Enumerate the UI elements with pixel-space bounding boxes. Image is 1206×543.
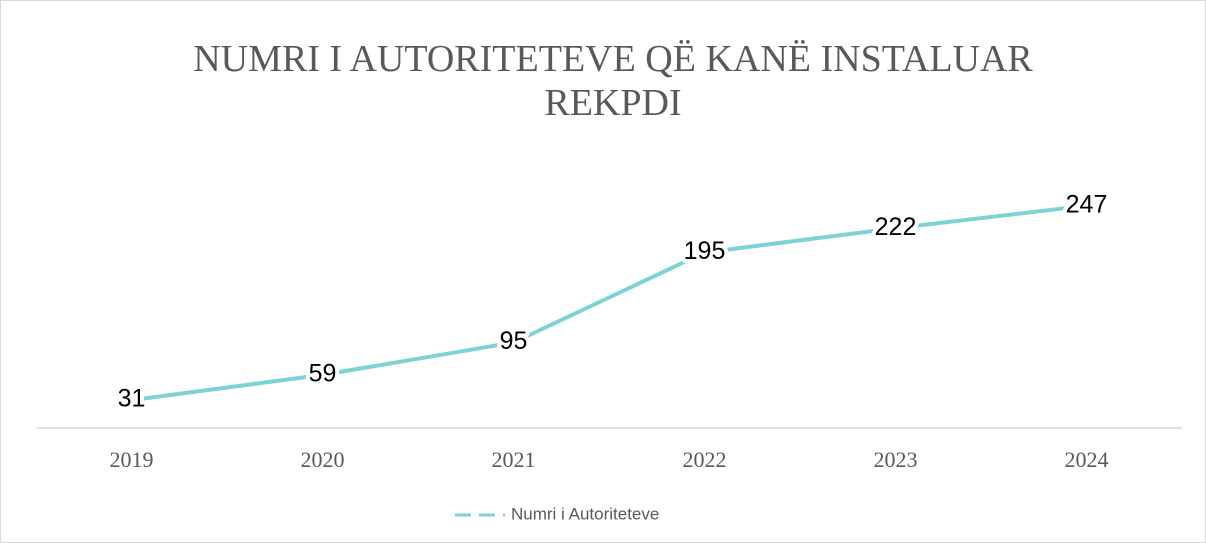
data-label: 59 <box>309 360 337 388</box>
data-label: 222 <box>875 213 917 241</box>
x-tick-label: 2021 <box>492 447 536 472</box>
x-tick-label: 2023 <box>874 447 918 472</box>
x-tick-label: 2022 <box>683 447 727 472</box>
data-line <box>129 203 1089 403</box>
data-label: 31 <box>118 385 146 413</box>
legend-label: Numri i Autoriteteve <box>511 504 659 523</box>
data-label: 247 <box>1066 190 1108 218</box>
x-tick-label: 2024 <box>1065 447 1109 472</box>
data-label: 95 <box>500 327 528 355</box>
x-tick-label: 2020 <box>301 447 345 472</box>
x-tick-label: 2019 <box>110 447 154 472</box>
data-label: 195 <box>684 237 726 265</box>
chart-title: NUMRI I AUTORITETEVE QË KANË INSTALUAR R… <box>193 38 1033 124</box>
